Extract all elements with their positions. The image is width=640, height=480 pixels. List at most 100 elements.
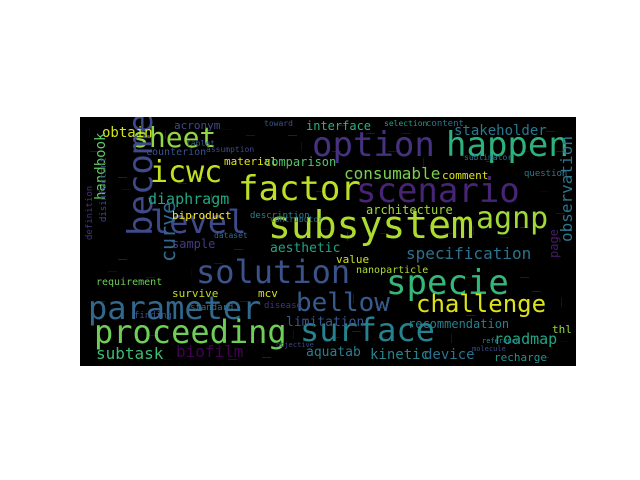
word-toward: toward <box>264 119 293 128</box>
word-recommendation: recommendation <box>408 317 510 331</box>
wordcloud-texture-mark: ‒‒‒ <box>146 333 156 339</box>
wordcloud-texture-mark: ‒‒‒ <box>262 355 272 361</box>
wordcloud-texture-mark: ‒‒‒ <box>560 339 570 345</box>
wordcloud-texture-mark: ‒‒‒ <box>449 333 456 344</box>
word-option: option <box>312 125 435 165</box>
wordcloud-texture-mark: ‒‒‒ <box>291 329 298 340</box>
word-sample: sample <box>172 237 216 251</box>
wordcloud-texture-mark: ‒‒‒ <box>118 175 128 181</box>
wordcloud-texture-mark: ‒‒‒ <box>380 231 390 237</box>
wordcloud-texture-mark: ‒‒‒ <box>320 227 330 233</box>
word-device: device <box>424 347 475 363</box>
wordcloud-texture-mark: ‒‒‒ <box>122 187 132 193</box>
word-proceeding: proceeding <box>94 313 287 351</box>
word-biproduct: biproduct <box>172 209 232 222</box>
wordcloud-texture-mark: ‒‒‒ <box>428 223 438 229</box>
word-survive: survive <box>172 287 219 300</box>
wordcloud-texture-mark: ‒‒‒ <box>462 275 472 281</box>
word-obtain: obtain <box>102 125 153 141</box>
word-agnp: agnp <box>476 201 549 236</box>
wordcloud-texture-mark: ‒‒‒ <box>416 139 426 145</box>
word-subtask: subtask <box>96 344 164 363</box>
wordcloud-texture-mark: ‒‒‒ <box>540 189 550 195</box>
word-aesthetic: aesthetic <box>270 241 341 256</box>
word-stakeholder: stakeholder <box>454 123 547 139</box>
word-architecture: architecture <box>366 203 453 217</box>
wordcloud-texture-mark: ‒‒‒ <box>520 149 530 155</box>
word-disinfectant: disinfectant <box>99 156 109 222</box>
word-tablet: tablet <box>186 139 215 148</box>
word-comparison: comparison <box>264 155 337 169</box>
wordcloud-texture-mark: ‒‒‒ <box>466 313 476 319</box>
word-assumption: assumption <box>206 145 255 154</box>
word-thl: thl <box>552 323 572 336</box>
word-content: content <box>426 119 464 129</box>
wordcloud-texture-mark: ‒‒‒ <box>332 149 342 155</box>
wordcloud-texture-mark: ‒‒‒ <box>118 257 128 263</box>
word-subsystem: subsystem <box>268 203 474 247</box>
word-disease: disease <box>264 301 302 311</box>
word-description: description <box>250 211 310 221</box>
wordcloud-texture-mark: ‒‒‒ <box>300 235 310 241</box>
wordcloud-texture-mark: ‒‒‒ <box>556 149 566 155</box>
word-roadmap: roadmap <box>494 330 558 348</box>
wordcloud-texture-mark: ‒‒‒ <box>556 211 566 217</box>
word-acronym: acronym <box>174 119 221 132</box>
wordcloud-texture-mark: ‒‒‒ <box>444 231 454 237</box>
wordcloud-texture-mark: ‒‒‒ <box>288 133 298 139</box>
wordcloud-texture-mark: ‒‒‒ <box>388 149 398 155</box>
word-molecule: molecule <box>472 345 506 353</box>
word-finding: finding <box>134 311 172 321</box>
word-specie: specie <box>386 263 509 303</box>
wordcloud-texture-mark: ‒‒‒ <box>402 131 412 137</box>
wordcloud-texture-mark: ‒‒‒ <box>440 255 450 261</box>
wordcloud-texture-mark: ‒‒‒ <box>246 133 256 139</box>
wordcloud-texture-mark: ‒‒‒ <box>299 141 306 152</box>
wordcloud-texture-mark: ‒‒‒ <box>486 159 496 165</box>
word-requirement: requirement <box>96 277 163 288</box>
wordcloud-texture-mark: ‒‒‒ <box>352 329 362 335</box>
wordcloud-texture-mark: ‒‒‒ <box>546 129 556 135</box>
word-comment: comment <box>442 169 489 182</box>
wordcloud-texture-mark: ‒‒‒ <box>378 335 388 341</box>
word-icwc: icwc <box>150 155 223 190</box>
wordcloud-texture-mark: ‒‒‒ <box>338 123 348 129</box>
word-definition: definition <box>85 185 95 240</box>
wordcloud-texture-mark: ‒‒‒ <box>196 175 206 181</box>
wordcloud-texture-mark: ‒‒‒ <box>316 189 326 195</box>
word-counterion: counterion <box>146 147 207 158</box>
word-solution: solution <box>196 253 351 291</box>
wordcloud-texture-mark: ‒‒‒ <box>402 335 412 341</box>
word-challenge: challenge <box>416 290 547 318</box>
wordcloud-texture-mark: ‒‒‒ <box>162 357 172 363</box>
word-bellow: bellow <box>296 288 390 318</box>
wordcloud-texture-mark: ‒‒‒ <box>532 289 542 295</box>
wordcloud-texture-mark: ‒‒‒ <box>214 261 224 267</box>
word-scenario: scenario <box>356 171 520 211</box>
wordcloud-texture-mark: ‒‒‒ <box>520 275 530 281</box>
wordcloud-texture-mark: ‒‒‒ <box>540 355 550 361</box>
word-level: level <box>150 203 247 241</box>
wordcloud-texture-mark: ‒‒‒ <box>234 247 244 253</box>
word-page: page <box>547 229 561 258</box>
wordcloud-texture-mark: ‒‒‒ <box>510 299 520 305</box>
word-material: material <box>224 155 277 168</box>
word-question: question <box>524 169 568 179</box>
word-happen: happen <box>446 125 569 165</box>
wordcloud-texture-mark: ‒‒‒ <box>228 357 238 363</box>
wordcloud-texture-mark: ‒‒‒ <box>96 299 106 305</box>
word-reference: reference <box>482 337 520 345</box>
word-interface: interface <box>306 119 372 133</box>
wordcloud-texture-mark: ‒‒‒ <box>240 299 250 305</box>
word-contributor: contributor <box>270 215 323 224</box>
word-parameter: parameter <box>88 289 262 327</box>
wordcloud-texture-mark: ‒‒‒ <box>500 235 510 241</box>
wordcloud-texture-mark: ‒‒‒ <box>366 131 376 137</box>
word-factor: factor <box>238 169 361 209</box>
wordcloud-texture-mark: ‒‒‒ <box>189 267 196 278</box>
wordcloud-texture-mark: ‒‒‒ <box>376 305 386 311</box>
word-consumable: consumable <box>344 164 441 183</box>
word-limitation: limitation <box>286 315 365 330</box>
word-sublimator: sublimator <box>464 153 513 162</box>
word-kinetic: kinetic <box>370 347 430 363</box>
